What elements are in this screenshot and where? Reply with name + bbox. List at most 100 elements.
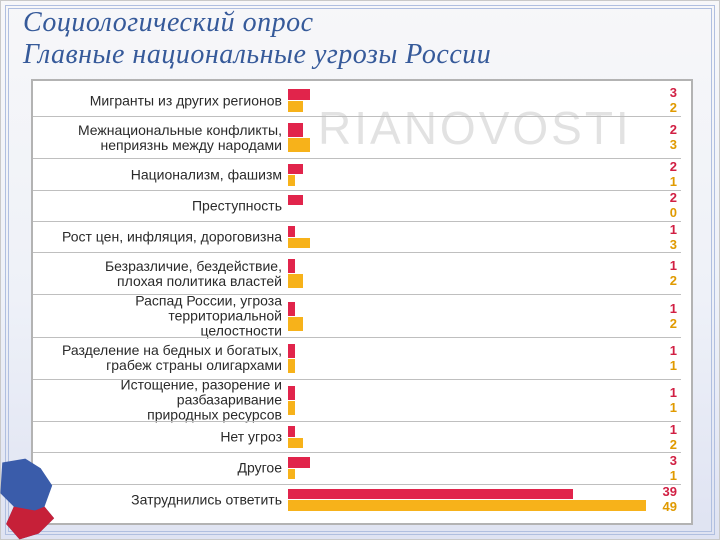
bar-series2 xyxy=(288,101,303,112)
chart-row-label: Рост цен, инфляция, дороговизна xyxy=(38,230,288,245)
value-series2: 0 xyxy=(670,206,677,220)
chart-row-bars xyxy=(288,224,653,250)
title-block: Социологический опрос Главные национальн… xyxy=(1,1,719,71)
bar-series1 xyxy=(288,344,295,358)
bar-series1 xyxy=(288,164,303,175)
bar-series1 xyxy=(288,457,310,468)
chart-row-values: 23 xyxy=(670,117,677,158)
chart-row-bars xyxy=(288,161,653,187)
chart-row-label: Мигранты из других регионов xyxy=(38,93,288,108)
chart-row-values: 31 xyxy=(670,453,677,483)
value-series2: 1 xyxy=(670,175,677,189)
chart-row-values: 12 xyxy=(670,422,677,452)
chart-row-label: Национализм, фашизм xyxy=(38,167,288,182)
title-line-2: Главные национальные угрозы России xyxy=(23,39,697,71)
chart-row-values: 12 xyxy=(670,295,677,336)
chart-row-bars xyxy=(288,87,653,114)
chart-row-values: 11 xyxy=(670,338,677,379)
value-series1: 2 xyxy=(670,191,677,205)
bar-series2 xyxy=(288,175,295,186)
chart-row-label: Распад России, угроза территориальнойцел… xyxy=(38,294,288,339)
value-series2: 3 xyxy=(670,238,677,252)
chart-row-values: 21 xyxy=(670,159,677,189)
bar-series2 xyxy=(288,238,310,249)
chart-row: Истощение, разорение и разбазариваниепри… xyxy=(33,379,681,421)
chart-row: Распад России, угроза территориальнойцел… xyxy=(33,294,681,336)
chart-row-label: Преступность xyxy=(38,198,288,213)
chart-row: Преступность 20 xyxy=(33,190,681,221)
chart-row: Разделение на бедных и богатых,грабеж ст… xyxy=(33,337,681,379)
chart-row-bars xyxy=(288,487,653,513)
bar-series2 xyxy=(288,138,310,152)
chart-row-values: 3949 xyxy=(663,485,677,515)
bar-series1 xyxy=(288,426,295,437)
chart-row-values: 12 xyxy=(670,253,677,294)
chart-row: Межнациональные конфликты,неприязнь межд… xyxy=(33,116,681,158)
chart-row: Рост цен, инфляция, дороговизна 13 xyxy=(33,221,681,252)
title-line-1: Социологический опрос xyxy=(23,7,697,39)
value-series2: 49 xyxy=(663,500,677,514)
bar-series2 xyxy=(288,317,303,331)
value-series1: 1 xyxy=(670,423,677,437)
value-series1: 1 xyxy=(670,259,677,273)
chart-row-label: Безразличие, бездействие,плохая политика… xyxy=(38,259,288,289)
chart-row-label: Межнациональные конфликты,неприязнь межд… xyxy=(38,123,288,153)
value-series2: 2 xyxy=(670,101,677,115)
chart-row-label: Нет угроз xyxy=(38,430,288,445)
bar-series1 xyxy=(288,123,303,137)
value-series1: 39 xyxy=(663,485,677,499)
bar-series2 xyxy=(288,401,295,415)
value-series2: 2 xyxy=(670,274,677,288)
chart-container: RIANOVOSTI Мигранты из других регионов32… xyxy=(31,79,693,525)
chart-area: Мигранты из других регионов32Межнационал… xyxy=(33,81,691,523)
chart-row-bars xyxy=(288,340,653,377)
value-series1: 2 xyxy=(670,123,677,137)
bar-series1 xyxy=(288,195,303,206)
value-series2: 1 xyxy=(670,359,677,373)
value-series1: 1 xyxy=(670,302,677,316)
chart-row: Мигранты из других регионов 32 xyxy=(33,85,681,116)
chart-row-bars xyxy=(288,193,653,219)
corner-map-icon xyxy=(0,451,81,540)
value-series1: 2 xyxy=(670,160,677,174)
value-series2: 2 xyxy=(670,317,677,331)
chart-row-values: 32 xyxy=(670,85,677,116)
bar-series2 xyxy=(288,438,303,449)
chart-row-values: 20 xyxy=(670,191,677,221)
chart-row-bars xyxy=(288,119,653,156)
value-series2: 1 xyxy=(670,401,677,415)
value-series1: 1 xyxy=(670,223,677,237)
chart-row: Затруднились ответить3949 xyxy=(33,484,681,515)
chart-row-bars xyxy=(288,382,653,419)
slide-page: Социологический опрос Главные национальн… xyxy=(0,0,720,540)
chart-row: Другое31 xyxy=(33,452,681,483)
value-series2: 1 xyxy=(670,469,677,483)
chart-row: Нет угроз 12 xyxy=(33,421,681,452)
bar-series2 xyxy=(288,274,303,288)
chart-row-label: Истощение, разорение и разбазариваниепри… xyxy=(38,378,288,423)
bar-series1 xyxy=(288,489,573,500)
chart-row-bars xyxy=(288,424,653,450)
chart-row: Национализм, фашизм 21 xyxy=(33,158,681,189)
chart-row-values: 13 xyxy=(670,222,677,252)
bar-series1 xyxy=(288,226,295,237)
value-series1: 3 xyxy=(670,86,677,100)
chart-row-bars xyxy=(288,455,653,481)
chart-row-bars xyxy=(288,297,653,334)
value-series1: 1 xyxy=(670,344,677,358)
value-series2: 2 xyxy=(670,438,677,452)
bar-series2 xyxy=(288,469,295,480)
bar-series1 xyxy=(288,259,295,273)
value-series1: 1 xyxy=(670,386,677,400)
bar-series1 xyxy=(288,302,295,316)
chart-row-bars xyxy=(288,255,653,292)
bar-series1 xyxy=(288,386,295,400)
chart-row: Безразличие, бездействие,плохая политика… xyxy=(33,252,681,294)
chart-row-label: Разделение на бедных и богатых,грабеж ст… xyxy=(38,343,288,373)
bar-series2 xyxy=(288,359,295,373)
value-series1: 3 xyxy=(670,454,677,468)
chart-row-values: 11 xyxy=(670,380,677,421)
bar-series2 xyxy=(288,500,646,511)
bar-series1 xyxy=(288,89,310,100)
value-series2: 3 xyxy=(670,138,677,152)
